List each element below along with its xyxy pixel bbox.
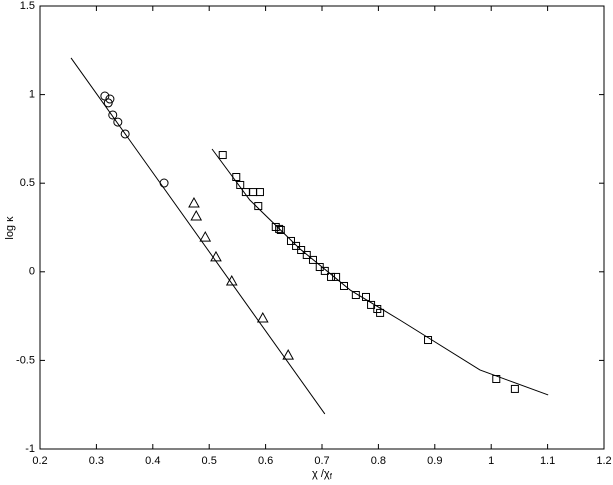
circle-point [120,129,130,139]
triangle-point [256,312,269,323]
x-tick-label: 0.7 [314,455,329,467]
x-tick-label: 0.9 [427,455,442,467]
square-point [232,172,241,181]
fit-line [211,148,549,396]
square-point [302,250,311,259]
x-tick-label: 1.1 [540,455,555,467]
y-tick-label: 1.5 [20,0,35,12]
square-point [308,255,317,264]
plot-frame [39,5,605,450]
y-tick-label: 0 [29,266,35,278]
y-tick-label: 0.5 [20,177,35,189]
fit-line [70,57,326,415]
square-point [510,384,519,393]
square-point [276,225,285,234]
square-point [236,180,245,189]
square-point [376,308,385,317]
x-tick-label: 0.8 [371,455,386,467]
x-axis-label-sub: f [330,472,333,481]
square-point [254,202,263,211]
y-axis-label: log κ [4,216,16,240]
x-tick-label: 0.4 [145,455,160,467]
circle-point [108,110,118,120]
x-tick-label: 1 [488,455,494,467]
x-tick-label: 0.5 [202,455,217,467]
square-point [286,236,295,245]
triangle-point [188,197,200,208]
y-tick-label: 1 [29,89,35,101]
y-tick-label: -1 [25,443,35,455]
square-point [255,188,264,197]
y-tick-label: -0.5 [16,354,35,366]
square-point [218,151,227,160]
circle-point [103,98,113,108]
x-axis-label-base: χ /χ [312,468,330,480]
x-tick-label: 0.6 [258,455,273,467]
circle-point [159,178,169,188]
square-point [292,241,301,250]
square-point [339,281,348,290]
triangle-point [190,209,203,221]
square-point [275,224,284,233]
x-tick-label: 0.2 [32,455,47,467]
x-tick-label: 0.3 [89,455,104,467]
circle-point [105,94,115,104]
circle-point [113,117,123,127]
square-point [249,188,258,197]
x-axis-label: χ /χf [312,468,333,481]
triangle-point [199,231,212,242]
x-tick-label: 1.2 [596,455,611,467]
square-point [297,246,306,255]
triangle-point [282,349,295,360]
square-point [320,266,329,275]
square-point [332,272,341,281]
